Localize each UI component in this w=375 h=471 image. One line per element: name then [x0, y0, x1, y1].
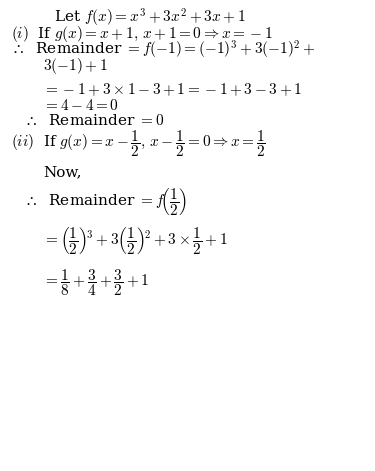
- Text: $3(-1) + 1$: $3(-1) + 1$: [43, 56, 108, 76]
- Text: Let $f(x) = x^3 + 3x^2 + 3x + 1$: Let $f(x) = x^3 + 3x^2 + 3x + 1$: [54, 7, 246, 29]
- Text: Now,: Now,: [43, 165, 82, 179]
- Text: $= \dfrac{1}{8} + \dfrac{3}{4} + \dfrac{3}{2} + 1$: $= \dfrac{1}{8} + \dfrac{3}{4} + \dfrac{…: [43, 267, 149, 298]
- Text: $= 4 - 4 = 0$: $= 4 - 4 = 0$: [43, 97, 119, 113]
- Text: $(ii)$  If $g(x) = x - \dfrac{1}{2},\, x - \dfrac{1}{2} = 0 \Rightarrow x = \dfr: $(ii)$ If $g(x) = x - \dfrac{1}{2},\, x …: [11, 128, 266, 159]
- Text: $= \left(\dfrac{1}{2}\right)^{\!3} + 3\left(\dfrac{1}{2}\right)^{\!2} + 3 \times: $= \left(\dfrac{1}{2}\right)^{\!3} + 3\l…: [43, 226, 228, 257]
- Text: $\therefore$  Remainder $= f\!\left(\dfrac{1}{2}\right)$: $\therefore$ Remainder $= f\!\left(\dfra…: [24, 187, 188, 218]
- Text: $\therefore$  Remainder $= 0$: $\therefore$ Remainder $= 0$: [24, 113, 165, 128]
- Text: $= -1 + 3 \times 1 - 3 + 1 = -1 + 3 - 3 + 1$: $= -1 + 3 \times 1 - 3 + 1 = -1 + 3 - 3 …: [43, 81, 302, 98]
- Text: $\therefore$  Remainder $= f(-1) = (-1)^3 + 3(-1)^2 +$: $\therefore$ Remainder $= f(-1) = (-1)^3…: [11, 39, 316, 62]
- Text: $(i)$  If $g(x) = x + 1,\, x + 1 = 0 \Rightarrow x = -1$: $(i)$ If $g(x) = x + 1,\, x + 1 = 0 \Rig…: [11, 24, 273, 44]
